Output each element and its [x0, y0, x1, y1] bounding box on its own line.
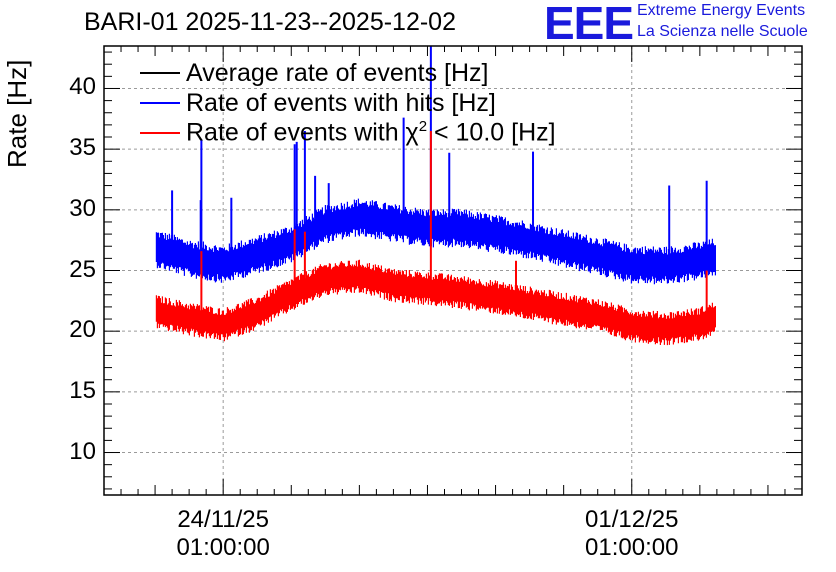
series-band-0: [155, 198, 716, 285]
series-band-1: [155, 259, 716, 346]
legend-swatch-average: [140, 72, 180, 74]
x-tick-label-time: 01:00:00: [176, 534, 270, 561]
chart-legend: Average rate of events [Hz] Rate of even…: [140, 58, 556, 148]
legend-swatch-chi2: [140, 132, 180, 134]
legend-entry-average: Average rate of events [Hz]: [140, 58, 556, 88]
x-tick-label-0: 24/11/25 01:00:00: [143, 506, 303, 562]
legend-label-chi2: Rate of events with χ2 < 10.0 [Hz]: [186, 118, 556, 147]
legend-label-chi2-tail: < 10.0 [Hz]: [427, 118, 556, 147]
y-axis-label: Rate [Hz]: [2, 59, 32, 168]
legend-label-chi2-sup: 2: [418, 118, 428, 136]
legend-label-chi2-main: Rate of events with χ: [186, 118, 419, 147]
y-tick-label-40: 40: [69, 73, 96, 101]
legend-entry-chi2: Rate of events with χ2 < 10.0 [Hz]: [140, 118, 556, 148]
chart-series-layer: [155, 46, 716, 346]
chart-title: BARI-01 2025-11-23--2025-12-02: [84, 8, 456, 36]
legend-label-average: Average rate of events [Hz]: [186, 58, 489, 87]
series-chi2: [155, 130, 716, 346]
y-tick-label-10: 10: [69, 437, 96, 465]
y-tick-label-20: 20: [69, 316, 96, 344]
x-tick-label-date: 24/11/25: [177, 506, 269, 533]
legend-entry-hits: Rate of events with hits [Hz]: [140, 88, 556, 118]
y-tick-label-35: 35: [69, 134, 96, 162]
series-hits: [155, 46, 716, 285]
chart-axes: [103, 45, 803, 496]
x-tick-label-date: 01/12/25: [585, 506, 679, 533]
y-tick-label-15: 15: [69, 376, 96, 404]
x-tick-label-time: 01:00:00: [585, 534, 679, 561]
y-tick-label-30: 30: [69, 194, 96, 222]
x-tick-label-1: 01/12/25 01:00:00: [552, 506, 712, 562]
legend-label-hits: Rate of events with hits [Hz]: [186, 88, 496, 117]
eee-logo: EEE: [544, 0, 634, 49]
legend-swatch-hits: [140, 102, 180, 104]
org-name-line1: Extreme Energy Events: [637, 2, 806, 19]
y-tick-label-25: 25: [69, 255, 96, 283]
org-name-line2: La Scienza nelle Scuole: [637, 23, 808, 40]
